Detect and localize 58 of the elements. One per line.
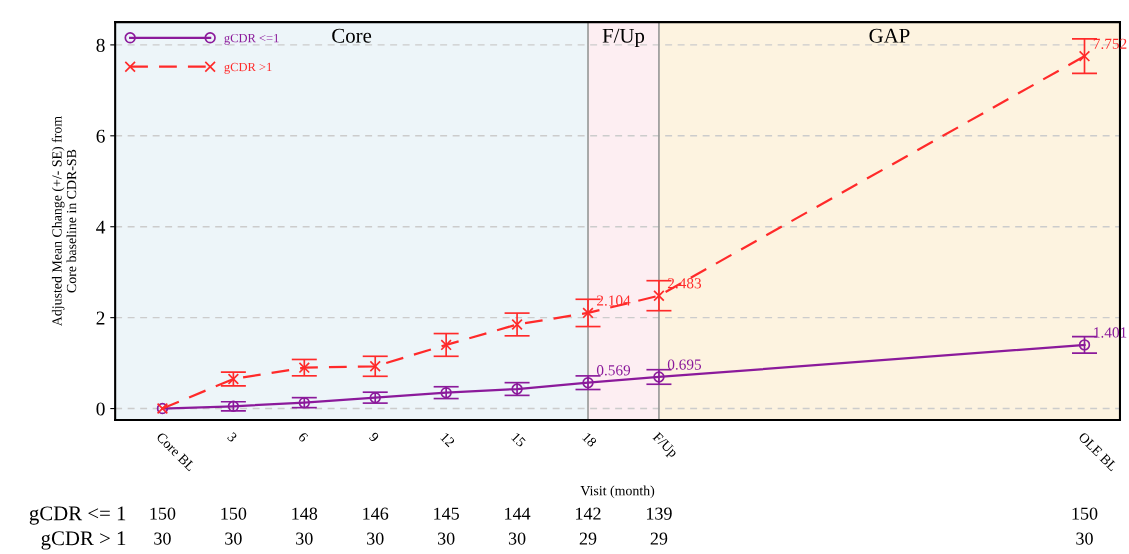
y-tick-label: 2 (96, 311, 105, 325)
text: gCDR > 1 (41, 531, 126, 550)
point (653, 371, 665, 383)
point (369, 360, 381, 372)
data-label: 0.569 (596, 365, 631, 376)
legend-label: gCDR <=1 (224, 33, 279, 45)
x-tick-label: Core BL (155, 431, 196, 472)
x-tick-label: 18 (581, 432, 598, 448)
point (227, 400, 240, 412)
text: 145 (434, 507, 459, 520)
y-tick-label: 4 (96, 220, 106, 234)
text: 150 (1072, 507, 1098, 520)
text: 146 (363, 507, 389, 520)
point (298, 361, 310, 374)
text: 29 (650, 532, 668, 545)
data-label: 2.483 (667, 278, 702, 289)
x-tick-label: OLE BL (1078, 431, 1118, 472)
point (227, 373, 240, 385)
data-label: 0.695 (667, 359, 702, 370)
band-label: GAP (869, 28, 910, 43)
x-axis-title: Visit (month) (580, 485, 655, 499)
point (511, 383, 523, 395)
y-tick-label: 6 (96, 129, 105, 143)
x-tick-label: 3 (226, 431, 238, 443)
legend-label: gCDR >1 (224, 62, 272, 74)
text: 29 (579, 532, 597, 545)
point (440, 386, 452, 399)
text: 30 (508, 532, 526, 545)
text: 30 (437, 532, 455, 545)
point (582, 377, 594, 389)
text: 142 (576, 507, 601, 520)
band-label: Core (332, 28, 372, 43)
x-tick-label: 12 (440, 432, 456, 448)
text: 30 (225, 532, 242, 545)
point (440, 339, 452, 351)
x-tick-label: 9 (368, 431, 380, 443)
y-tick-label: 0 (96, 402, 105, 416)
text: 30 (154, 532, 171, 545)
text: 148 (292, 507, 318, 520)
x-tick-label: 15 (511, 432, 527, 448)
text: 30 (296, 532, 313, 545)
data-label: 2.104 (597, 295, 631, 306)
text: 150 (150, 507, 176, 520)
point (511, 318, 523, 331)
point (582, 307, 594, 319)
band-label: F/Up (602, 28, 645, 48)
y-tick-label: 8 (96, 38, 105, 52)
y-axis-title: Adjusted Mean Change (+/- SE) from Core baseline in CDR-SB (51, 116, 77, 327)
text: 30 (1076, 532, 1093, 545)
point (653, 289, 665, 302)
text: 144 (505, 507, 531, 520)
point (1078, 339, 1091, 351)
text: 30 (367, 532, 384, 545)
x-tick-label: 6 (297, 431, 309, 443)
text: gCDR <= 1 (29, 506, 126, 525)
text: 150 (221, 507, 247, 520)
text: 139 (646, 507, 672, 520)
point (1078, 50, 1091, 62)
